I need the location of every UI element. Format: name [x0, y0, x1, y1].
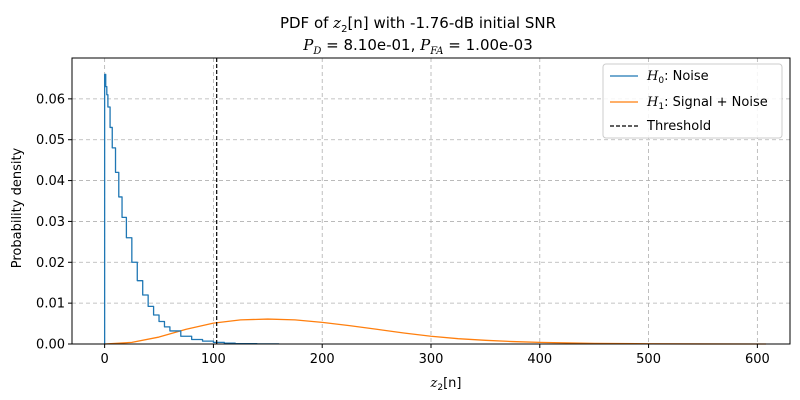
- pd-value: = 8.10e-01,: [321, 36, 420, 54]
- y-tick-label: 0.03: [36, 215, 65, 230]
- title-prefix: PDF of: [280, 14, 333, 32]
- x-tick-label: 0: [100, 352, 108, 367]
- legend-name-signal: Signal + Noise: [673, 95, 768, 110]
- chart-title: PDF of z2[n] with -1.76-dB initial SNR: [280, 14, 556, 35]
- pfa-value: = 1.00e-03: [444, 36, 533, 54]
- x-tick-label: 600: [745, 352, 770, 367]
- legend-sub-signal: 1: [658, 102, 664, 112]
- pfa-label: P: [419, 36, 431, 54]
- legend-colon-signal: :: [664, 95, 673, 110]
- legend-colon-noise: :: [664, 69, 673, 84]
- x-tick-label: 200: [310, 352, 335, 367]
- y-axis-label: Probability density: [10, 147, 25, 268]
- series-noise-line: [103, 73, 280, 345]
- legend-sub-noise: 0: [658, 76, 664, 86]
- y-tick-label: 0.02: [36, 256, 65, 271]
- legend-label-threshold: Threshold: [646, 119, 711, 134]
- y-tick-label: 0.00: [36, 338, 65, 353]
- plot-marks: [103, 58, 767, 345]
- pfa-sub: FA: [429, 46, 443, 57]
- legend-label-signal: H1: Signal + Noise: [646, 95, 768, 112]
- series-signal-line: [104, 318, 767, 345]
- pd-label: P: [302, 36, 314, 54]
- y-tick-label: 0.01: [36, 297, 65, 312]
- legend: H0: Noise H1: Signal + Noise Threshold: [602, 63, 783, 139]
- title-suffix: with -1.76-dB initial SNR: [369, 14, 556, 32]
- y-tick-label: 0.04: [36, 174, 65, 189]
- chart-subtitle: PD = 8.10e-01, PFA = 1.00e-03: [302, 36, 533, 57]
- title-sub: 2: [341, 24, 347, 35]
- legend-symbol-signal: H: [646, 95, 659, 110]
- x-tick-label: 500: [636, 352, 661, 367]
- x-tick-label: 300: [419, 352, 444, 367]
- legend-name-noise: Noise: [673, 69, 709, 84]
- pd-sub: D: [312, 46, 321, 57]
- legend-label-noise: H0: Noise: [646, 69, 709, 86]
- xlabel-var: z: [430, 376, 438, 391]
- xlabel-arg: [n]: [443, 376, 461, 391]
- x-tick-label: 100: [201, 352, 226, 367]
- title-arg: [n]: [347, 14, 368, 32]
- y-tick-label: 0.05: [36, 133, 65, 148]
- x-axis-label: z2[n]: [430, 376, 462, 393]
- axis-ticks: 0 100 200 300 400 500 600 0.00 0.01 0.02 0.03 0.04 0…: [36, 92, 770, 367]
- legend-box: [602, 63, 783, 139]
- xlabel-sub: 2: [437, 383, 443, 393]
- x-tick-label: 400: [527, 352, 552, 367]
- y-tick-label: 0.06: [36, 92, 65, 107]
- grid: [72, 58, 790, 344]
- title-var: z: [332, 14, 341, 32]
- legend-symbol-noise: H: [646, 69, 659, 84]
